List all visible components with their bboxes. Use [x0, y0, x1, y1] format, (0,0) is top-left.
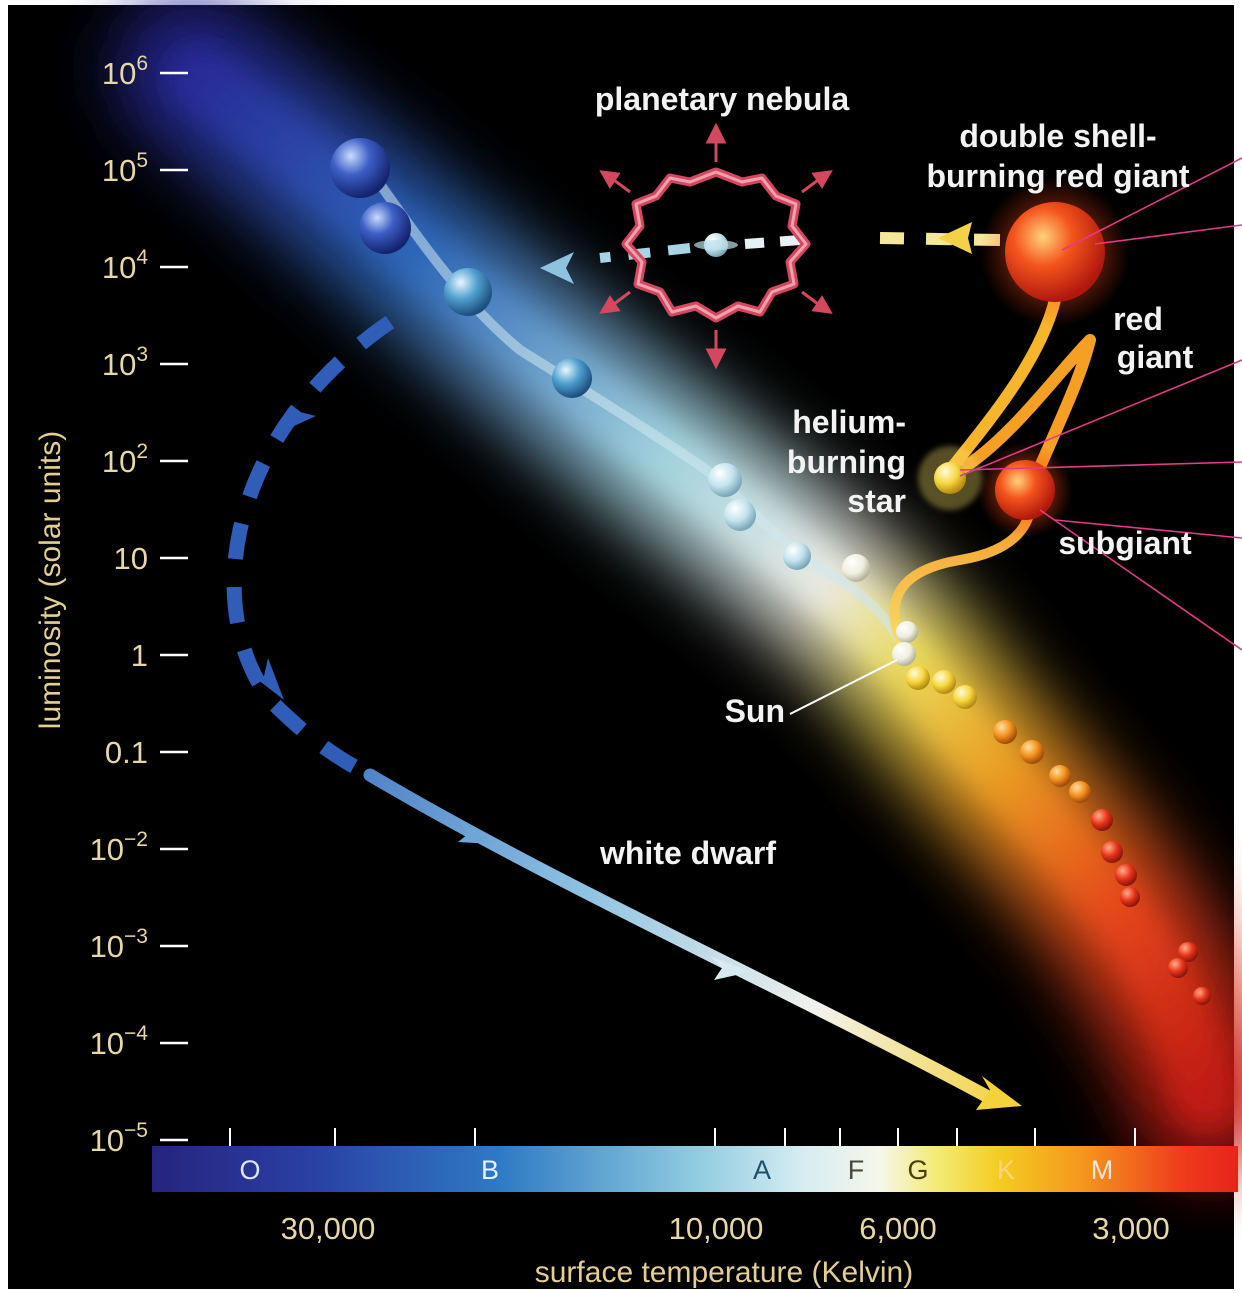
star-g-1 [906, 666, 930, 690]
star-o-large [330, 138, 390, 198]
arrowhead-loop-bottom [248, 658, 284, 700]
y-axis-title: luminosity (solar units) [34, 431, 67, 729]
x-axis: 30,000 10,000 6,000 3,000 [229, 1128, 1170, 1246]
star-g-3 [953, 685, 977, 709]
spectral-class-f: F [848, 1155, 865, 1185]
planetary-nebula [599, 122, 833, 370]
y-tick-label: 0.1 [105, 735, 148, 770]
x-tick-label: 10,000 [669, 1211, 764, 1246]
star-m-7 [1193, 987, 1211, 1005]
star-f-2 [896, 621, 918, 643]
label-helium-line2: burning [787, 444, 906, 480]
star-m-1 [1091, 809, 1113, 831]
star-a-2 [724, 499, 756, 531]
label-helium-line3: star [847, 483, 906, 519]
white-dwarf-arrowhead [976, 1076, 1022, 1110]
double-shell-red-giant [1005, 202, 1105, 302]
label-red-giant-line2: giant [1117, 339, 1194, 375]
y-tick-label: 106 [102, 52, 148, 91]
pointer-lines [959, 157, 1242, 651]
arrowhead-loop-top [272, 398, 316, 436]
main-sequence-band [115, 0, 1242, 1175]
white-dwarf-track [363, 768, 1022, 1110]
spectral-class-b: B [481, 1155, 499, 1185]
spectral-class-m: M [1091, 1155, 1114, 1185]
white-dwarf-arrow-1 [458, 820, 492, 844]
star-o-medium [359, 202, 411, 254]
spectral-class-g: G [907, 1155, 928, 1185]
arrowhead-from-nebula [540, 252, 574, 284]
subgiant-star [995, 460, 1055, 520]
label-double-shell-line2: burning red giant [926, 158, 1189, 194]
helium-burning-star-dot [934, 462, 966, 494]
star-m-2 [1101, 841, 1123, 863]
label-sun: Sun [725, 693, 785, 729]
star-m-3 [1115, 864, 1137, 886]
dashed-track-to-white-dwarf [226, 315, 395, 782]
label-white-dwarf: white dwarf [599, 835, 776, 871]
white-dwarf-arrow-2 [710, 956, 750, 980]
star-k-1 [993, 720, 1017, 744]
star-m-5 [1178, 942, 1198, 962]
y-tick-label: 10−5 [90, 1119, 148, 1158]
y-tick-label: 10 [114, 541, 148, 576]
arrowhead-to-nebula [938, 222, 972, 254]
y-tick-label: 103 [102, 343, 148, 382]
main-sequence-stars [330, 138, 1211, 1005]
giant-stars [918, 177, 1130, 538]
x-tick-label: 30,000 [281, 1211, 376, 1246]
y-tick-label: 104 [102, 246, 148, 285]
y-tick-label: 10−2 [90, 828, 148, 867]
star-k-4 [1069, 781, 1091, 803]
star-a-3 [783, 542, 811, 570]
star-k-3 [1049, 765, 1071, 787]
star-b [444, 268, 492, 316]
label-helium-line1: helium- [792, 404, 906, 440]
y-tick-label: 105 [102, 149, 148, 188]
y-tick-label: 1 [131, 638, 148, 673]
x-axis-title: surface temperature (Kelvin) [535, 1256, 914, 1289]
star-b-late [552, 358, 592, 398]
star-f-1 [842, 554, 870, 582]
spectral-class-o: O [239, 1155, 260, 1185]
star-k-2 [1020, 740, 1044, 764]
sun-pointer-line [789, 659, 898, 715]
star-g-2 [932, 670, 956, 694]
y-tick-label: 10−3 [90, 925, 148, 964]
star-m-4 [1120, 887, 1140, 907]
spectral-class-k: K [997, 1155, 1015, 1185]
y-tick-label: 102 [102, 440, 148, 479]
star-m-6 [1168, 958, 1188, 978]
x-tick-label: 6,000 [859, 1211, 937, 1246]
label-subgiant: subgiant [1058, 525, 1192, 561]
x-tick-label: 3,000 [1092, 1211, 1170, 1246]
spectral-class-a: A [753, 1155, 771, 1185]
label-double-shell-line1: double shell- [959, 118, 1156, 154]
label-red-giant-line1: red [1113, 301, 1163, 337]
dashed-track-to-nebula [540, 222, 1001, 284]
spectral-class-bar [152, 1146, 1238, 1192]
star-a-1 [708, 463, 742, 497]
star-sun [892, 642, 916, 666]
label-planetary-nebula: planetary nebula [595, 81, 850, 117]
y-tick-label: 10−4 [90, 1022, 149, 1061]
